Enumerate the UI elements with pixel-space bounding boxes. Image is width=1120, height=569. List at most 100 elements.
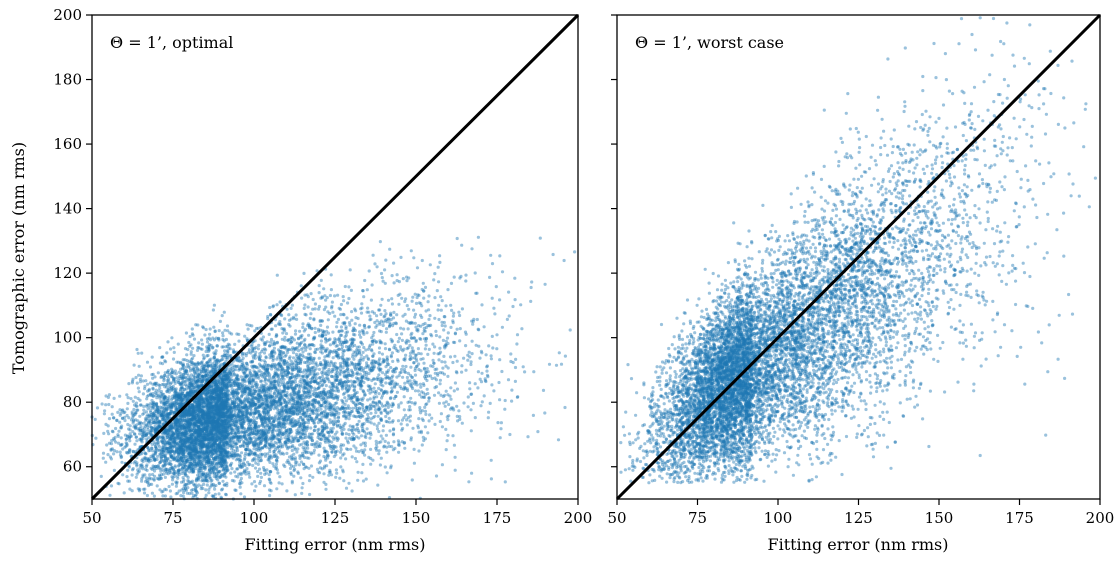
scatter-point: [234, 442, 238, 446]
scatter-point: [192, 337, 197, 341]
scatter-point: [508, 432, 512, 437]
scatter-point: [208, 410, 212, 415]
scatter-point: [102, 431, 106, 435]
scatter-point: [287, 313, 291, 317]
scatter-point: [112, 468, 116, 472]
scatter-point: [258, 438, 262, 442]
scatter-point: [114, 426, 118, 431]
scatter-point: [318, 318, 322, 323]
scatter-point: [324, 487, 328, 491]
scatter-point: [357, 450, 361, 454]
scatter-point: [343, 396, 347, 400]
scatter-point: [162, 403, 166, 407]
scatter-point: [317, 461, 321, 465]
scatter-point: [429, 364, 433, 368]
scatter-point: [410, 331, 414, 335]
scatter-point: [186, 347, 190, 352]
scatter-point: [368, 314, 372, 318]
scatter-point: [413, 312, 418, 316]
scatter-point: [402, 395, 406, 399]
scatter-point: [212, 325, 216, 329]
scatter-point: [346, 301, 350, 305]
scatter-point: [386, 368, 391, 372]
scatter-point: [401, 375, 405, 379]
scatter-point: [192, 446, 196, 450]
scatter-point: [445, 439, 449, 443]
scatter-point: [402, 408, 406, 412]
scatter-point: [164, 456, 168, 461]
scatter-point: [423, 285, 428, 289]
scatter-point: [257, 424, 261, 428]
scatter-point: [538, 236, 542, 240]
scatter-point: [339, 325, 343, 329]
scatter-point: [313, 326, 317, 330]
scatter-point: [536, 430, 540, 434]
scatter-point: [113, 435, 117, 439]
scatter-point: [294, 313, 298, 317]
scatter-point: [457, 409, 461, 413]
scatter-point: [161, 362, 165, 366]
scatter-point: [322, 287, 326, 291]
scatter-point: [311, 411, 315, 415]
scatter-point: [307, 479, 312, 483]
scatter-point: [438, 254, 442, 258]
scatter-point: [399, 422, 403, 426]
scatter-point: [472, 317, 476, 321]
scatter-point: [226, 417, 230, 421]
scatter-point: [124, 437, 128, 441]
scatter-point: [389, 313, 393, 317]
scatter-point: [271, 375, 275, 379]
scatter-point: [266, 458, 270, 462]
scatter-point: [280, 451, 284, 455]
scatter-point: [375, 323, 379, 327]
scatter-point: [557, 351, 561, 355]
scatter-point: [301, 378, 305, 382]
scatter-point: [374, 340, 378, 344]
scatter-point: [289, 306, 293, 310]
scatter-point: [212, 425, 216, 429]
scatter-point: [487, 344, 491, 348]
scatter-point: [420, 258, 424, 263]
scatter-point: [422, 361, 426, 365]
scatter-point: [431, 342, 435, 346]
scatter-point: [167, 395, 171, 399]
scatter-point: [298, 443, 302, 447]
scatter-point: [462, 401, 466, 405]
scatter-point: [363, 278, 367, 283]
scatter-point: [269, 435, 273, 439]
scatter-point: [411, 426, 415, 430]
scatter-point: [258, 354, 263, 359]
scatter-point: [301, 481, 305, 486]
scatter-point: [313, 350, 317, 355]
scatter-point: [336, 317, 341, 321]
scatter-point: [230, 478, 234, 483]
scatter-point: [372, 422, 376, 426]
scatter-point: [342, 479, 346, 483]
scatter-point: [174, 492, 178, 496]
scatter-point: [129, 397, 133, 401]
scatter-point: [347, 417, 351, 421]
scatter-point: [390, 297, 394, 301]
scatter-point: [283, 368, 287, 373]
scatter-point: [163, 359, 167, 363]
scatter-point: [107, 402, 111, 407]
scatter-point: [233, 488, 237, 492]
scatter-point: [396, 382, 400, 386]
scatter-point: [258, 479, 263, 483]
scatter-point: [205, 340, 210, 344]
scatter-point: [170, 411, 174, 415]
scatter-point: [532, 370, 536, 374]
scatter-point: [139, 374, 143, 378]
scatter-point: [186, 453, 190, 457]
scatter-point: [440, 425, 444, 429]
scatter-point: [496, 421, 500, 425]
scatter-point: [515, 333, 520, 337]
scatter-point: [232, 350, 236, 354]
scatter-point: [384, 258, 388, 262]
scatter-point: [233, 470, 237, 474]
scatter-point: [264, 420, 268, 424]
scatter-point: [350, 435, 354, 439]
scatter-point: [335, 325, 339, 329]
scatter-point: [161, 494, 165, 498]
scatter-point: [274, 324, 278, 328]
